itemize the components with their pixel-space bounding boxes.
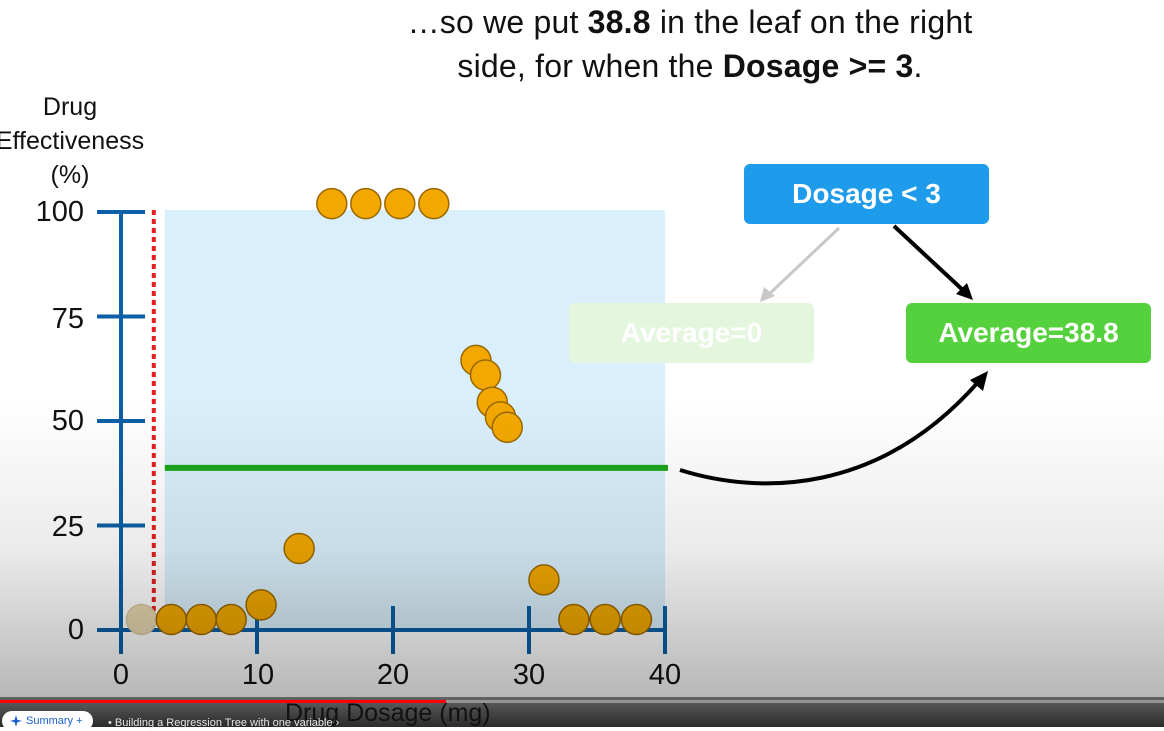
y-tick-label-50: 50 [51,405,84,437]
caption-line-1: …so we put 38.8 in the leaf on the right [340,0,1040,44]
data-point [491,411,523,444]
chapter-title[interactable]: • Building a Regression Tree with one va… [108,717,340,729]
y-tick-label-0: 0 [67,614,84,646]
x-tick-label-10: 10 [241,659,275,691]
y-axis-label-line: Drug [42,93,98,121]
x-axis-label: Drug Dosage (mg) [285,699,491,727]
data-point [155,603,188,636]
caption-text: in the leaf on the right [650,4,973,40]
narration-caption: …so we put 38.8 in the leaf on the right… [340,0,1040,88]
chapter-title-text: Building a Regression Tree with one vari… [114,717,333,729]
data-point-faded [125,603,158,636]
progress-track[interactable] [0,700,1164,703]
x-tick-label-0: 0 [112,659,130,691]
data-point [418,187,450,220]
x-tick-label-40: 40 [648,659,682,691]
y-axis-label-line: Effectiveness [0,127,145,155]
chapter-summary-label: Summary + [26,715,83,727]
tree-root-node: Dosage < 3 [744,164,989,224]
data-point [245,589,277,621]
caption-text: …so we put [407,4,588,40]
data-points [125,187,653,636]
y-tick-label-25: 25 [51,511,84,543]
caption-text: . [913,48,923,84]
caption-line-2: side, for when the Dosage >= 3. [340,44,1040,88]
caption-bold-value: 38.8 [587,4,651,40]
curved-arrow-head [970,371,988,391]
edge-root-to-right-arrowhead [956,283,973,300]
data-point [283,532,315,565]
tree-right-leaf: Average=38.8 [906,303,1151,363]
data-point [620,603,653,636]
right-leaf-region [164,210,666,630]
x-tick-label-30: 30 [512,659,546,691]
axis-ticks [97,210,667,654]
progress-played[interactable] [0,700,446,703]
caption-text: side, for when the [457,48,723,84]
chevron-right-icon: › [335,717,340,729]
data-point [469,359,502,391]
chapter-summary-button[interactable]: Summary + [2,711,93,731]
y-axis-label: Drug Effectiveness (%) [0,90,150,192]
curved-arrow [679,378,982,486]
data-point [528,564,560,596]
data-point [558,603,590,636]
tree-left-leaf: Average=0 [569,303,814,363]
data-point [185,603,217,636]
data-point [350,187,382,220]
sparkle-icon [10,715,22,727]
data-point [215,603,247,636]
data-point [316,187,348,220]
y-axis-label-line: (%) [50,161,90,189]
edge-root-to-left-arrowhead [760,287,775,302]
y-tick-label-75: 75 [51,303,84,335]
y-tick-label-100: 100 [35,196,84,228]
data-point [384,187,416,220]
caption-bold-condition: Dosage >= 3 [722,48,914,84]
data-point [589,603,621,636]
x-tick-label-20: 20 [376,659,410,691]
edge-root-to-right [892,224,968,295]
edge-root-to-left [763,226,841,300]
